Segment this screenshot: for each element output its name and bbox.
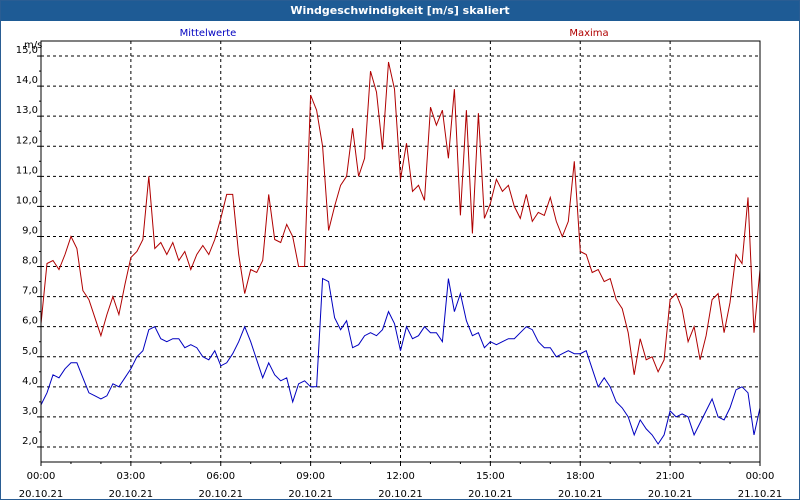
- x-tick-date: 20.10.21: [648, 489, 693, 499]
- y-tick-label: 11,0: [16, 165, 38, 176]
- x-tick-date: 21.10.21: [738, 489, 783, 499]
- y-tick-label: 14,0: [16, 75, 38, 86]
- y-tick-label: 9,0: [22, 225, 38, 236]
- x-tick-time: 18:00: [566, 471, 595, 482]
- x-tick-date: 20.10.21: [558, 489, 603, 499]
- y-axis-unit-label: m/s: [24, 40, 42, 51]
- series-line-mittelwerte: [40, 277, 761, 445]
- y-tick-label: 10,0: [16, 195, 38, 206]
- y-tick-label: 7,0: [22, 286, 38, 297]
- y-tick-label: 13,0: [16, 105, 38, 116]
- x-tick-time: 03:00: [116, 471, 145, 482]
- legend-maxima: Maxima: [569, 28, 608, 39]
- axis-ticks: 2,0 3,0 4,0 5,0 6,0 7,0 8,0 9,0 10,0 11,0 12,0 13,0…: [16, 45, 783, 499]
- y-tick-label: 12,0: [16, 135, 38, 146]
- x-tick-date: 20.10.21: [378, 489, 423, 499]
- x-tick-date: 20.10.21: [198, 489, 243, 499]
- series-lines: [40, 61, 761, 445]
- plot-area: [40, 40, 761, 463]
- x-tick-time: 15:00: [476, 471, 505, 482]
- series-line-maxima: [40, 61, 761, 375]
- y-tick-label: 8,0: [22, 256, 38, 267]
- x-tick-date: 20.10.21: [288, 489, 333, 499]
- x-tick-time: 09:00: [296, 471, 325, 482]
- x-tick-date: 20.10.21: [468, 489, 513, 499]
- x-tick-time: 06:00: [206, 471, 235, 482]
- y-tick-label: 4,0: [22, 376, 38, 387]
- wind-speed-chart: Mittelwerte Maxima m/s 2,0 3,0 4,0 5,0 6,0 7,…: [16, 28, 783, 499]
- window-title: Windgeschwindigkeit [m/s] skaliert: [1, 1, 799, 21]
- x-tick-time: 12:00: [386, 471, 415, 482]
- y-tick-label: 6,0: [22, 316, 38, 327]
- x-tick-time: 00:00: [27, 471, 56, 482]
- y-tick-label: 3,0: [22, 406, 38, 417]
- x-tick-date: 20.10.21: [109, 489, 154, 499]
- legend-mittelwerte: Mittelwerte: [180, 28, 237, 39]
- x-tick-time: 21:00: [656, 471, 685, 482]
- x-tick-date: 20.10.21: [19, 489, 64, 499]
- x-tick-time: 00:00: [746, 471, 775, 482]
- y-tick-label: 2,0: [22, 436, 38, 447]
- y-tick-label: 5,0: [22, 346, 38, 357]
- y-tick-label: 15,0: [16, 45, 38, 56]
- grid-lines: [41, 41, 760, 462]
